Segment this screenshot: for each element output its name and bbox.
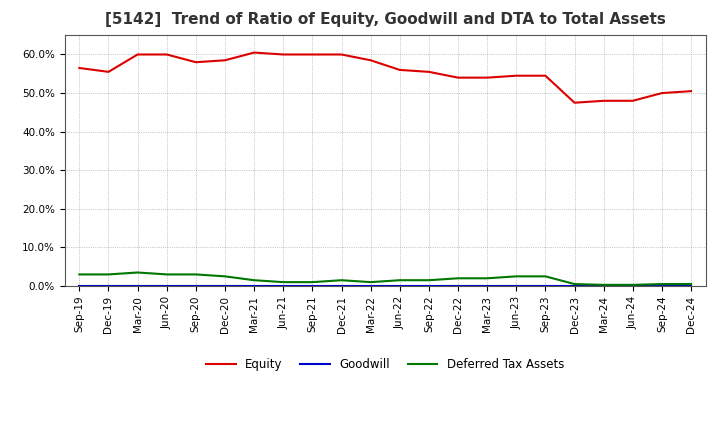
Goodwill	[104, 283, 113, 289]
Equity	[366, 58, 375, 63]
Deferred Tax Assets	[541, 274, 550, 279]
Goodwill	[541, 283, 550, 289]
Goodwill	[133, 283, 142, 289]
Equity	[483, 75, 492, 80]
Equity	[308, 52, 317, 57]
Deferred Tax Assets	[570, 282, 579, 287]
Goodwill	[483, 283, 492, 289]
Equity	[454, 75, 462, 80]
Goodwill	[454, 283, 462, 289]
Equity	[337, 52, 346, 57]
Deferred Tax Assets	[279, 279, 287, 285]
Deferred Tax Assets	[425, 278, 433, 283]
Goodwill	[250, 283, 258, 289]
Equity	[395, 67, 404, 73]
Deferred Tax Assets	[512, 274, 521, 279]
Deferred Tax Assets	[657, 282, 666, 287]
Deferred Tax Assets	[163, 272, 171, 277]
Deferred Tax Assets	[337, 278, 346, 283]
Goodwill	[220, 283, 229, 289]
Deferred Tax Assets	[104, 272, 113, 277]
Goodwill	[192, 283, 200, 289]
Equity	[192, 59, 200, 65]
Deferred Tax Assets	[454, 275, 462, 281]
Equity	[425, 69, 433, 74]
Goodwill	[512, 283, 521, 289]
Goodwill	[570, 283, 579, 289]
Equity	[657, 91, 666, 96]
Goodwill	[395, 283, 404, 289]
Line: Deferred Tax Assets: Deferred Tax Assets	[79, 272, 691, 285]
Legend: Equity, Goodwill, Deferred Tax Assets: Equity, Goodwill, Deferred Tax Assets	[202, 353, 569, 375]
Deferred Tax Assets	[75, 272, 84, 277]
Goodwill	[629, 283, 637, 289]
Deferred Tax Assets	[220, 274, 229, 279]
Goodwill	[687, 283, 696, 289]
Deferred Tax Assets	[395, 278, 404, 283]
Goodwill	[425, 283, 433, 289]
Equity	[104, 69, 113, 74]
Equity	[279, 52, 287, 57]
Equity	[75, 66, 84, 71]
Goodwill	[366, 283, 375, 289]
Deferred Tax Assets	[366, 279, 375, 285]
Deferred Tax Assets	[599, 282, 608, 287]
Deferred Tax Assets	[483, 275, 492, 281]
Equity	[220, 58, 229, 63]
Goodwill	[75, 283, 84, 289]
Equity	[541, 73, 550, 78]
Equity	[250, 50, 258, 55]
Goodwill	[163, 283, 171, 289]
Goodwill	[279, 283, 287, 289]
Deferred Tax Assets	[629, 282, 637, 287]
Equity	[512, 73, 521, 78]
Equity	[163, 52, 171, 57]
Goodwill	[308, 283, 317, 289]
Line: Equity: Equity	[79, 52, 691, 103]
Goodwill	[599, 283, 608, 289]
Equity	[133, 52, 142, 57]
Deferred Tax Assets	[687, 282, 696, 287]
Goodwill	[337, 283, 346, 289]
Title: [5142]  Trend of Ratio of Equity, Goodwill and DTA to Total Assets: [5142] Trend of Ratio of Equity, Goodwil…	[105, 12, 665, 27]
Equity	[687, 88, 696, 94]
Goodwill	[657, 283, 666, 289]
Deferred Tax Assets	[250, 278, 258, 283]
Deferred Tax Assets	[192, 272, 200, 277]
Equity	[599, 98, 608, 103]
Deferred Tax Assets	[308, 279, 317, 285]
Equity	[570, 100, 579, 105]
Deferred Tax Assets	[133, 270, 142, 275]
Equity	[629, 98, 637, 103]
